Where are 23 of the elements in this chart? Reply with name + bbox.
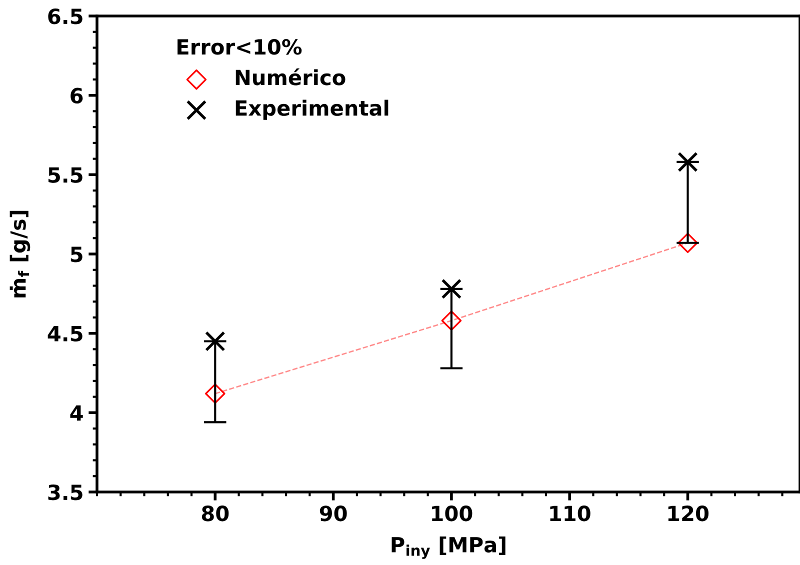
x-axis-title: P$_{iny}$ [MPa] [392,536,506,559]
y-tick-label: 4 [70,405,83,421]
y-tick-label: 4.5 [48,326,82,342]
y-axis-title: ṁ$_{f}$ [g/s] [10,210,30,298]
y-tick-label: 5.5 [48,167,82,183]
point [441,310,462,331]
point [441,278,462,300]
y-tick-label: 6.5 [48,8,82,24]
legend-label: Experimental [236,100,388,120]
x-tick-label: 100 [432,506,472,522]
y-tick-label: 6 [70,88,83,104]
point [678,232,698,254]
point [204,331,226,352]
point [678,152,698,172]
y-tick-label: 3.5 [48,484,82,500]
legend-label: Numérico [236,68,346,86]
y-tick-label: 5 [70,246,82,262]
x-tick-label: 90 [320,506,347,522]
point [205,383,226,404]
x-tick-label: 120 [668,506,709,522]
x-tick-label: 110 [550,506,590,522]
x-tick-label: 80 [202,506,229,522]
legend-title: Error<10% [178,38,302,55]
